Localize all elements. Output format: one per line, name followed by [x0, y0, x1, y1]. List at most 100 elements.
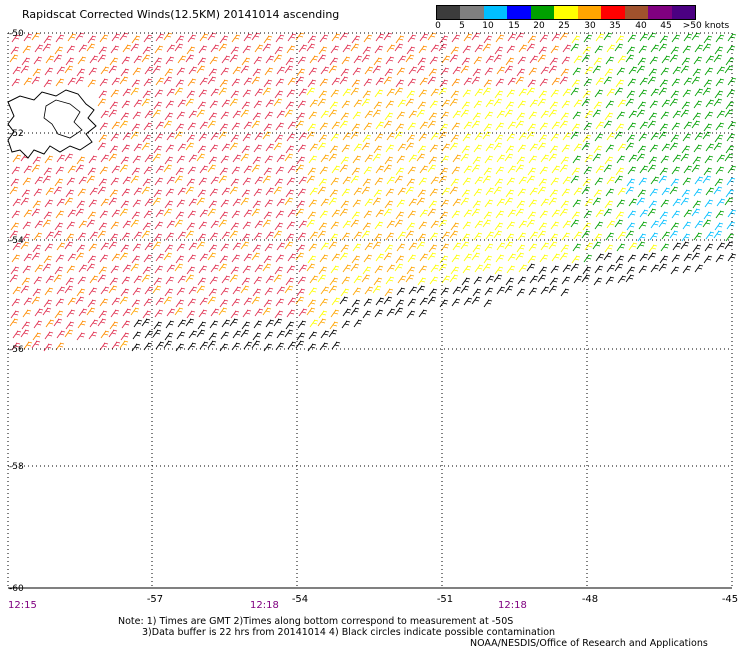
wind-barb [628, 66, 638, 75]
wind-barb [683, 121, 693, 130]
wind-barb [352, 199, 362, 208]
lat-label: -60 [9, 584, 24, 594]
wind-barb [418, 133, 428, 142]
wind-barb [372, 197, 382, 206]
wind-barb [648, 68, 658, 77]
wind-barb [232, 198, 242, 207]
wind-barb [505, 233, 515, 242]
wind-barb [417, 233, 427, 242]
wind-barb [615, 123, 625, 132]
wind-barb [108, 241, 118, 250]
wind-barb [196, 285, 206, 294]
wind-barb [670, 222, 680, 231]
wind-barb [208, 244, 218, 253]
wind-barb [515, 120, 525, 129]
wind-barb [394, 87, 404, 96]
wind-barb [55, 34, 65, 43]
wind-barb [604, 244, 614, 253]
wind-barb [231, 34, 241, 43]
wind-barb [77, 188, 87, 197]
wind-barb [229, 318, 239, 327]
wind-barb [220, 111, 230, 120]
wind-barb [419, 165, 429, 174]
wind-barb [175, 255, 185, 264]
wind-barb [243, 165, 253, 174]
wind-barb [97, 274, 107, 283]
wind-barb [692, 112, 702, 121]
wind-barb [560, 112, 570, 121]
wind-barb [218, 263, 228, 272]
wind-barb [703, 167, 713, 176]
wind-barb [395, 167, 405, 176]
wind-barb [143, 166, 153, 175]
wind-barb [31, 296, 41, 305]
wind-barb [221, 275, 231, 284]
wind-barb [617, 143, 627, 152]
wind-barb [385, 276, 395, 285]
wind-barb [252, 288, 262, 297]
wind-barb [617, 231, 627, 240]
wind-barb [297, 56, 307, 65]
wind-barb [330, 221, 340, 230]
wind-barb [716, 110, 726, 119]
wind-barb [318, 310, 328, 319]
wind-barb [362, 178, 372, 187]
wind-barb [175, 167, 185, 176]
wind-barb [263, 211, 273, 220]
wind-barb [276, 154, 286, 163]
wind-barb [339, 208, 349, 217]
wind-barb [142, 90, 152, 99]
wind-barb [197, 277, 207, 286]
wind-barb [581, 230, 591, 239]
wind-barb [429, 56, 439, 65]
wind-barb [131, 79, 141, 88]
wind-barb [56, 242, 66, 251]
wind-barb [650, 264, 660, 273]
wind-barb [273, 98, 283, 107]
wind-barb [561, 276, 571, 285]
wind-barb [199, 77, 209, 86]
wind-barb [330, 177, 340, 186]
wind-barb [196, 197, 206, 206]
wind-barb [451, 210, 461, 219]
wind-barb [350, 263, 360, 272]
wind-barb [31, 32, 41, 41]
wind-barb [449, 54, 459, 63]
wind-barb [10, 178, 20, 187]
wind-barb [669, 230, 679, 239]
wind-barb [484, 111, 494, 120]
wind-barb [617, 187, 627, 196]
wind-barb [561, 232, 571, 241]
wind-barb [297, 188, 307, 197]
wind-barb [87, 299, 97, 308]
wind-barb [264, 111, 274, 120]
wind-barb [55, 210, 65, 219]
wind-barb [606, 220, 616, 229]
wind-barb [100, 286, 110, 295]
wind-barb [165, 188, 175, 197]
wind-barb [680, 65, 690, 74]
wind-barb [252, 156, 262, 165]
wind-barb [658, 175, 668, 184]
wind-barb [119, 340, 129, 349]
wind-barb [287, 33, 297, 42]
wind-barb [463, 121, 473, 130]
wind-barb [383, 208, 393, 217]
wind-barb [119, 76, 129, 85]
wind-barb [130, 219, 140, 228]
falkland-islands-coastline-east [43, 99, 83, 139]
wind-barb [615, 167, 625, 176]
wind-barb [99, 122, 109, 131]
wind-barb [252, 200, 262, 209]
wind-barb [317, 54, 327, 63]
wind-barb [375, 121, 385, 130]
wind-barb [726, 221, 736, 230]
wind-barb [218, 43, 228, 52]
wind-barb [463, 165, 473, 174]
wind-barb [702, 87, 712, 96]
wind-barb [98, 178, 108, 187]
wind-barb [372, 285, 382, 294]
wind-barb [276, 286, 286, 295]
wind-barb [318, 134, 328, 143]
wind-barb [53, 274, 63, 283]
